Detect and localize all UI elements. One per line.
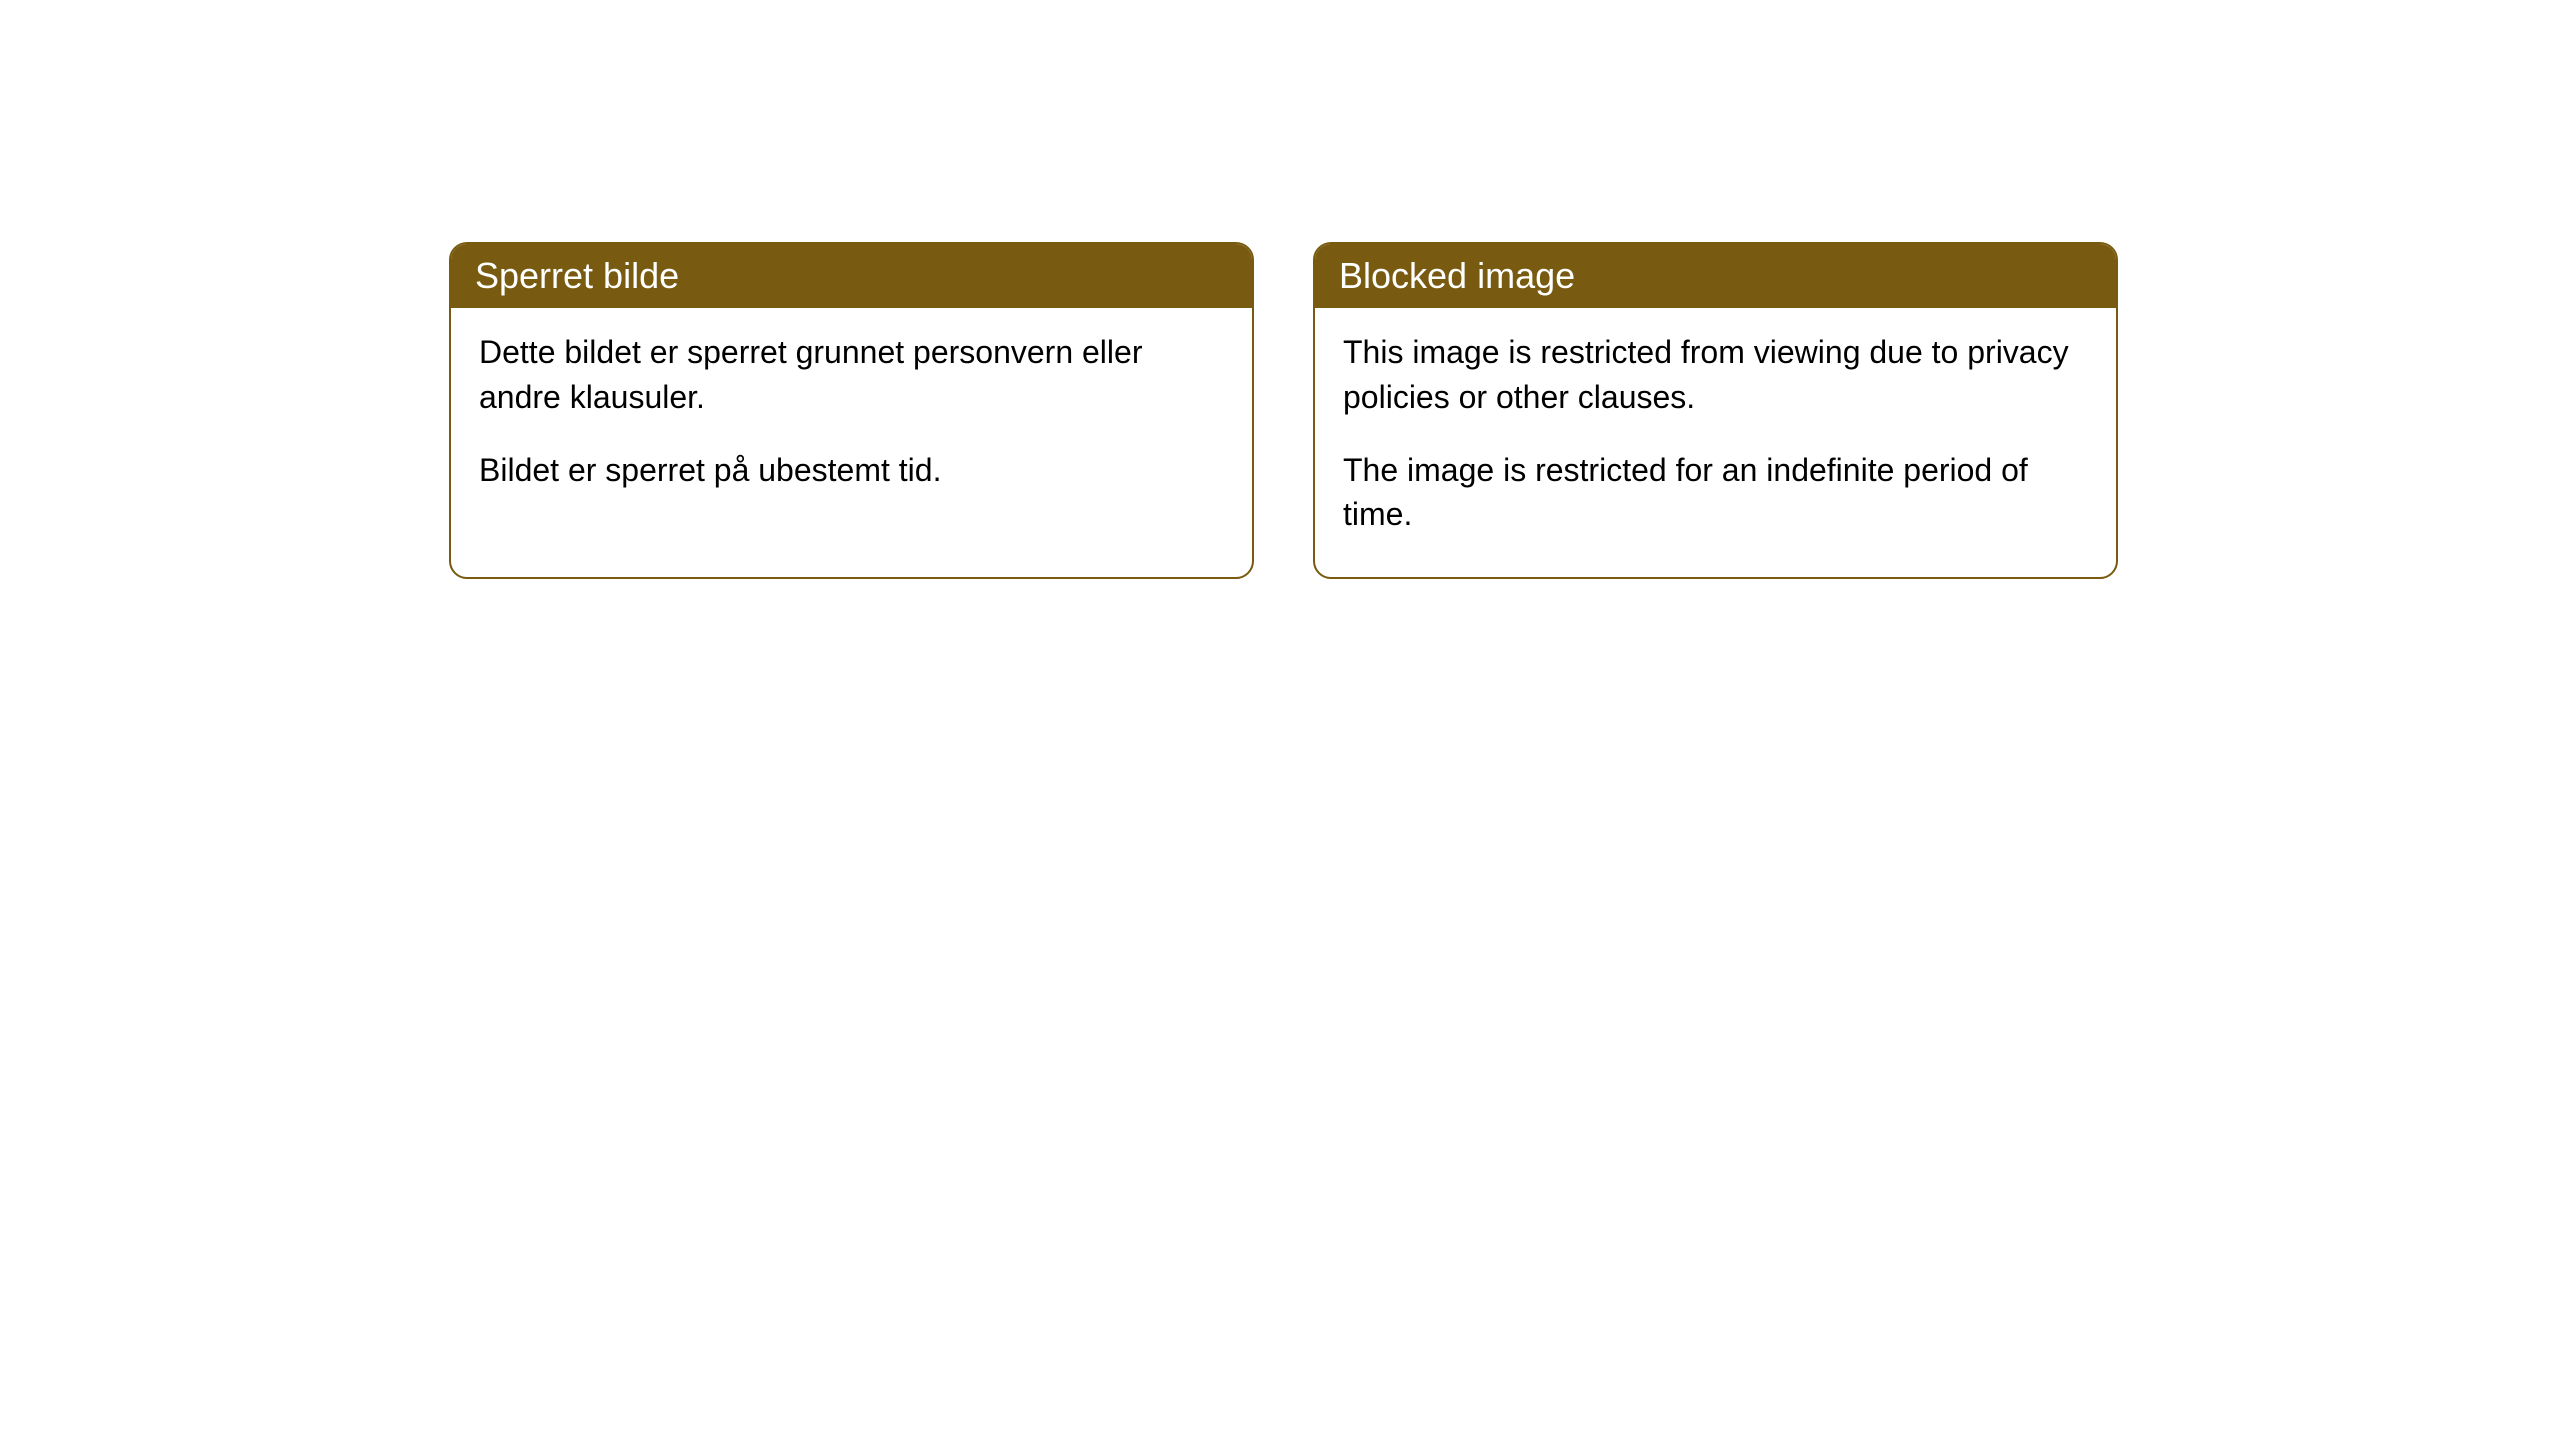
notice-cards-container: Sperret bilde Dette bildet er sperret gr… xyxy=(449,242,2560,579)
card-title-english: Blocked image xyxy=(1315,244,2116,308)
blocked-image-card-norwegian: Sperret bilde Dette bildet er sperret gr… xyxy=(449,242,1254,579)
card-paragraph-2-norwegian: Bildet er sperret på ubestemt tid. xyxy=(479,448,1224,493)
card-body-english: This image is restricted from viewing du… xyxy=(1315,308,2116,577)
card-paragraph-2-english: The image is restricted for an indefinit… xyxy=(1343,448,2088,538)
card-body-norwegian: Dette bildet er sperret grunnet personve… xyxy=(451,308,1252,532)
card-paragraph-1-english: This image is restricted from viewing du… xyxy=(1343,330,2088,420)
blocked-image-card-english: Blocked image This image is restricted f… xyxy=(1313,242,2118,579)
card-title-norwegian: Sperret bilde xyxy=(451,244,1252,308)
card-paragraph-1-norwegian: Dette bildet er sperret grunnet personve… xyxy=(479,330,1224,420)
